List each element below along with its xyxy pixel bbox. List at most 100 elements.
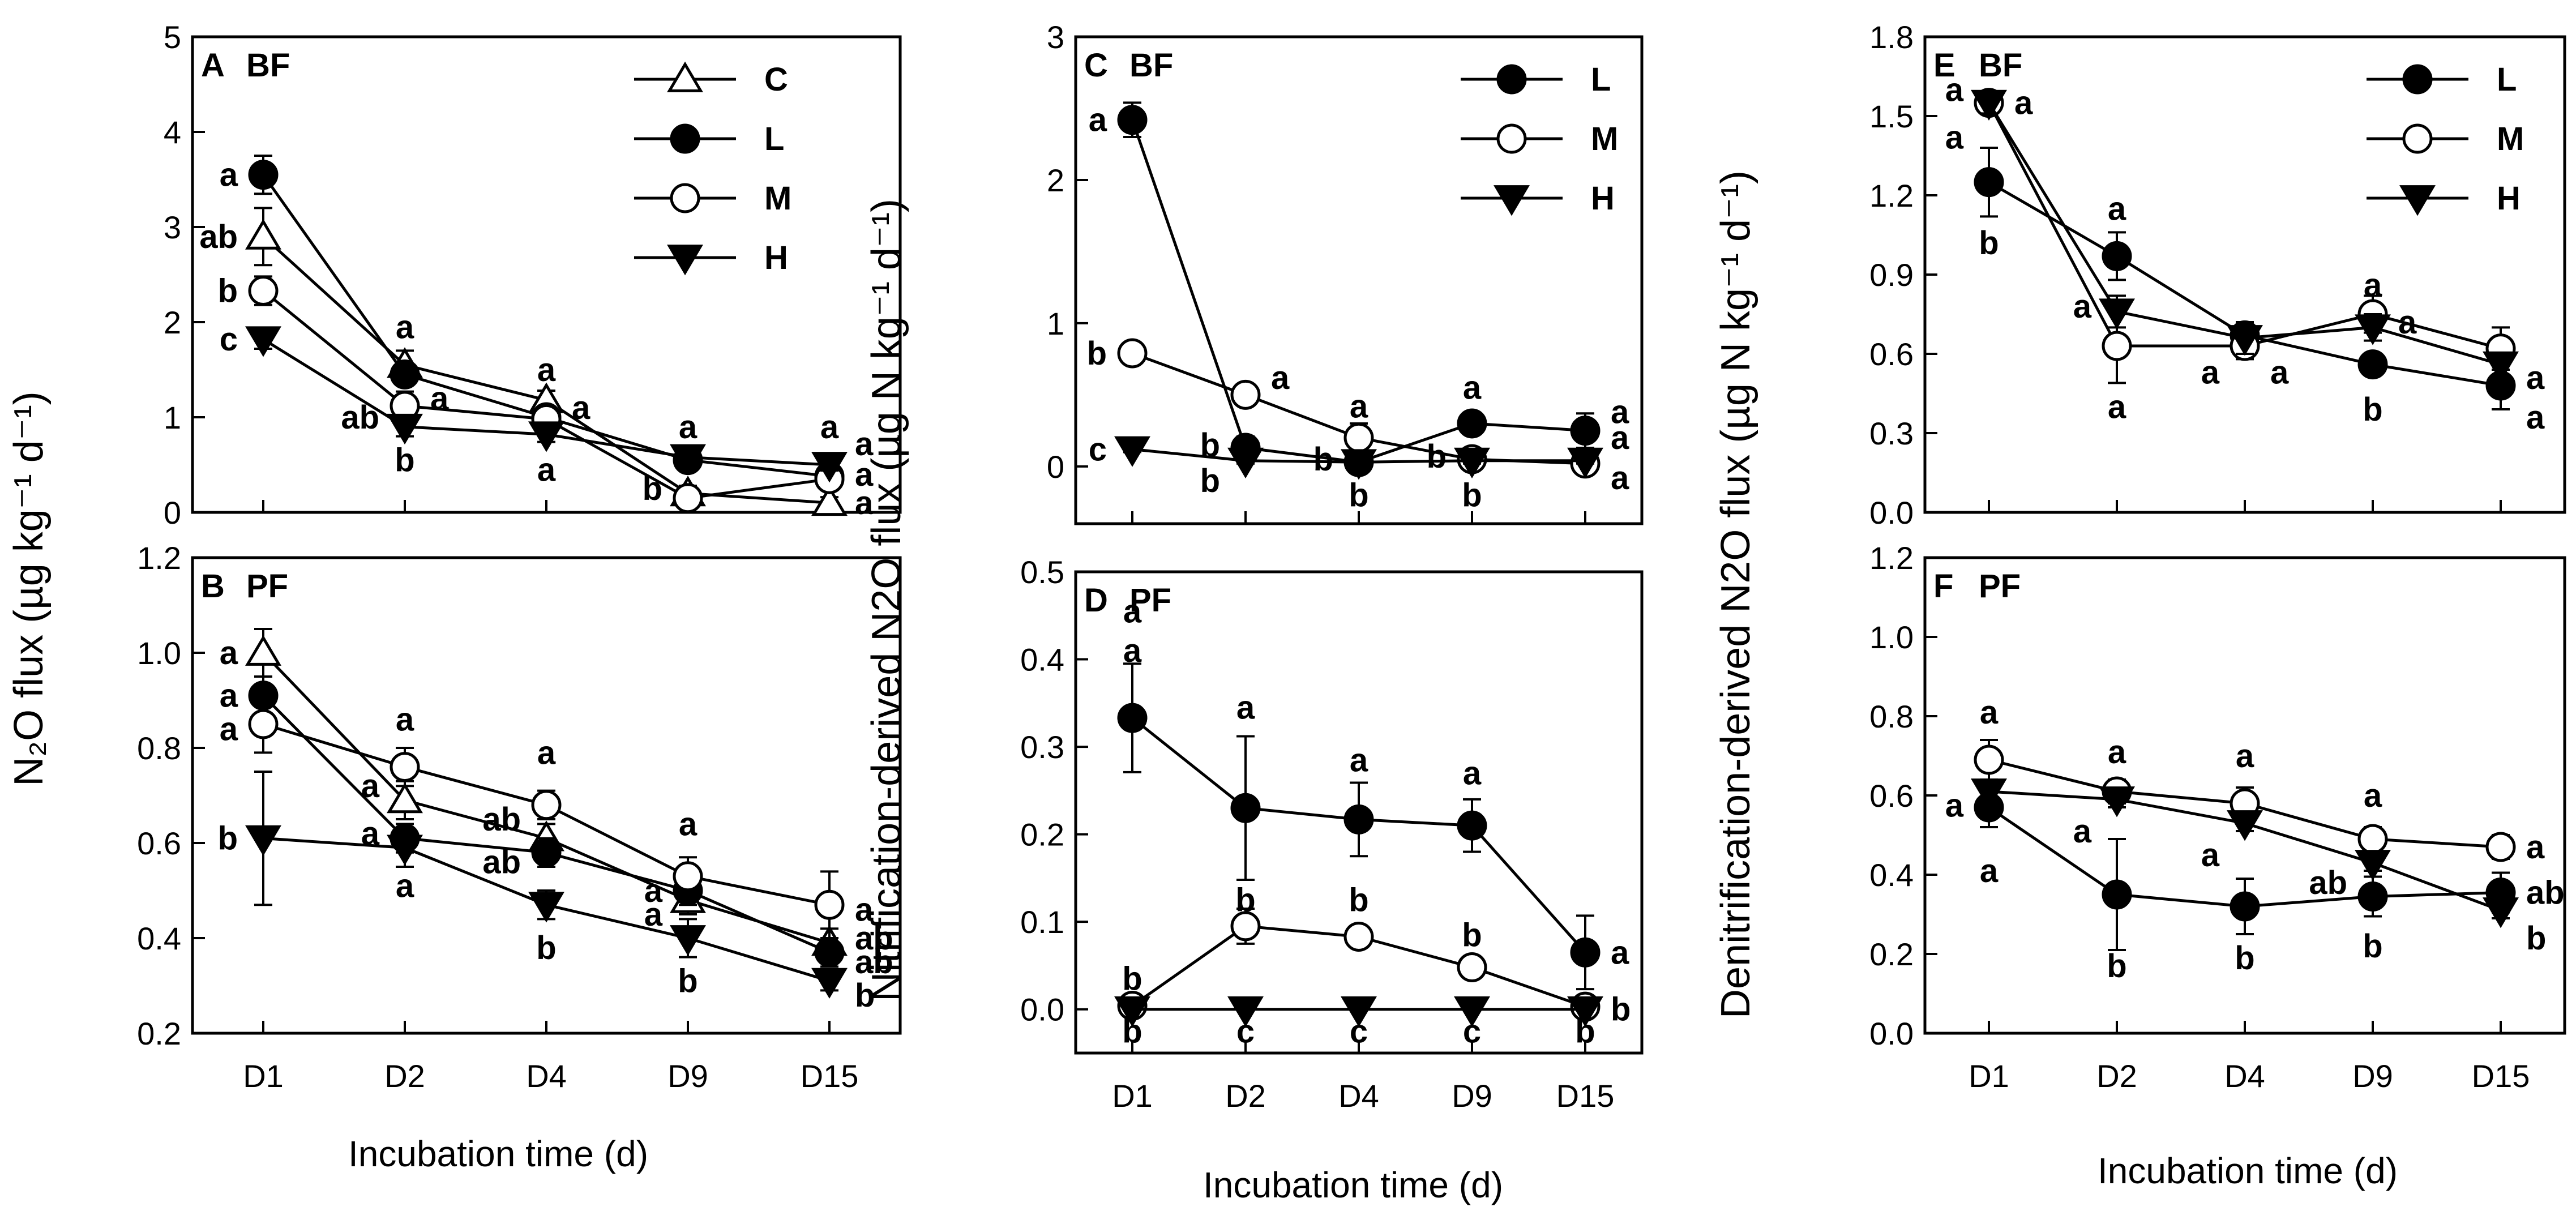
data-point <box>2483 351 2519 382</box>
data-point <box>2102 879 2132 910</box>
panel-title: PF <box>246 568 288 605</box>
x-tick-label: D1 <box>1112 1078 1153 1114</box>
data-point <box>1114 996 1150 1028</box>
y-tick-label: 1.0 <box>1869 619 1914 655</box>
legend-marker <box>667 61 703 92</box>
significance-letter: a <box>2526 399 2545 436</box>
significance-letter: a <box>820 409 839 446</box>
data-point <box>673 861 703 892</box>
x-tick-label: D1 <box>243 1058 284 1094</box>
legend-marker <box>670 123 700 154</box>
significance-letter: b <box>395 442 414 479</box>
data-point <box>2102 241 2132 271</box>
y-tick-label: 0.2 <box>1869 936 1914 972</box>
y-tick-label: 0.6 <box>1869 336 1914 372</box>
series-h <box>1971 89 2519 382</box>
y-tick-label: 1.5 <box>1869 99 1914 134</box>
significance-letter: b <box>1462 477 1482 514</box>
significance-letter: a <box>2108 190 2126 227</box>
significance-letter: ab <box>199 219 238 255</box>
legend-label: H <box>2497 180 2521 217</box>
data-point <box>2227 325 2263 356</box>
data-point <box>1341 449 1377 480</box>
significance-letter: a <box>2201 354 2220 391</box>
significance-letter: a <box>396 309 414 345</box>
data-point <box>814 937 845 968</box>
significance-letter: b <box>855 977 875 1014</box>
data-point <box>387 782 423 814</box>
data-point <box>811 452 848 483</box>
data-point <box>1974 744 2004 775</box>
data-point <box>2102 331 2132 361</box>
y-tick-label: 2 <box>164 305 181 340</box>
y-tick-label: 3 <box>164 209 181 245</box>
series-m <box>248 694 845 939</box>
y-tick-label: 0.4 <box>1869 857 1914 893</box>
y-tick-label: 0.8 <box>137 730 181 766</box>
panel-letter: D <box>1084 582 1108 619</box>
significance-letter: a <box>855 426 874 463</box>
significance-letter: b <box>2107 948 2126 985</box>
significance-letter: a <box>2526 829 2545 866</box>
significance-letter: a <box>1350 742 1368 778</box>
significance-letter: a <box>1945 71 1964 108</box>
data-point <box>1117 703 1148 733</box>
significance-letter: ab <box>482 844 521 881</box>
y-tick-label: 1.2 <box>1869 178 1914 213</box>
legend-label: L <box>764 121 784 157</box>
legend-label: L <box>1591 61 1611 98</box>
significance-letter: a <box>855 456 874 493</box>
data-point <box>1454 447 1490 479</box>
panel-letter: A <box>201 47 225 84</box>
significance-letter: a <box>220 711 238 747</box>
x-tick-label: D15 <box>2472 1058 2530 1094</box>
data-point <box>1227 447 1264 479</box>
y-tick-label: 0.8 <box>1869 699 1914 734</box>
significance-letter: a <box>2364 267 2382 304</box>
x-tick-label: D4 <box>1338 1078 1379 1114</box>
significance-letter: a <box>2073 288 2092 325</box>
significance-letter: a <box>2398 304 2417 341</box>
significance-letter: a <box>396 701 414 738</box>
legend-marker <box>2402 64 2433 95</box>
significance-letter: b <box>1313 441 1333 478</box>
data-point <box>531 837 562 868</box>
significance-letter: c <box>1350 1013 1368 1050</box>
data-point <box>1974 167 2004 198</box>
significance-letter: a <box>220 157 238 194</box>
y-title-middle: Nitrification-derived N2O flux (µg N kg⁻… <box>864 199 909 1002</box>
significance-letter: b <box>2363 928 2382 965</box>
significance-letter: a <box>2108 734 2126 771</box>
data-point <box>2357 824 2388 854</box>
significance-letter: b <box>2235 940 2254 977</box>
y-tick-label: 1.8 <box>1869 19 1914 55</box>
significance-letter: a <box>644 872 663 909</box>
significance-letter: a <box>220 678 238 714</box>
significance-letter: a <box>1611 420 1629 456</box>
data-point <box>1117 105 1148 135</box>
significance-letter: b <box>1427 438 1447 475</box>
significance-letter: a <box>537 734 556 771</box>
data-point <box>2099 786 2135 818</box>
data-point <box>1570 937 1601 968</box>
x-title-left: Incubation time (d) <box>348 1133 648 1174</box>
y-tick-label: 1 <box>1047 306 1064 341</box>
significance-letter: a <box>361 768 380 805</box>
y-tick-label: 0.0 <box>1020 992 1064 1028</box>
significance-letter: a <box>361 815 380 852</box>
y-tick-label: 0.3 <box>1869 416 1914 451</box>
significance-letter: a <box>1611 460 1629 497</box>
x-tick-label: D15 <box>1556 1078 1615 1114</box>
data-point <box>1343 422 1374 453</box>
significance-letter: b <box>1349 882 1368 919</box>
data-point <box>2357 881 2388 912</box>
series-h <box>1114 996 1603 1028</box>
x-tick-label: D4 <box>526 1058 567 1094</box>
significance-letter: a <box>1611 394 1629 431</box>
significance-letter: a <box>537 352 556 388</box>
panel-letter: E <box>1933 47 1955 84</box>
legend-label: M <box>1591 121 1618 157</box>
y-tick-label: 4 <box>164 114 181 150</box>
